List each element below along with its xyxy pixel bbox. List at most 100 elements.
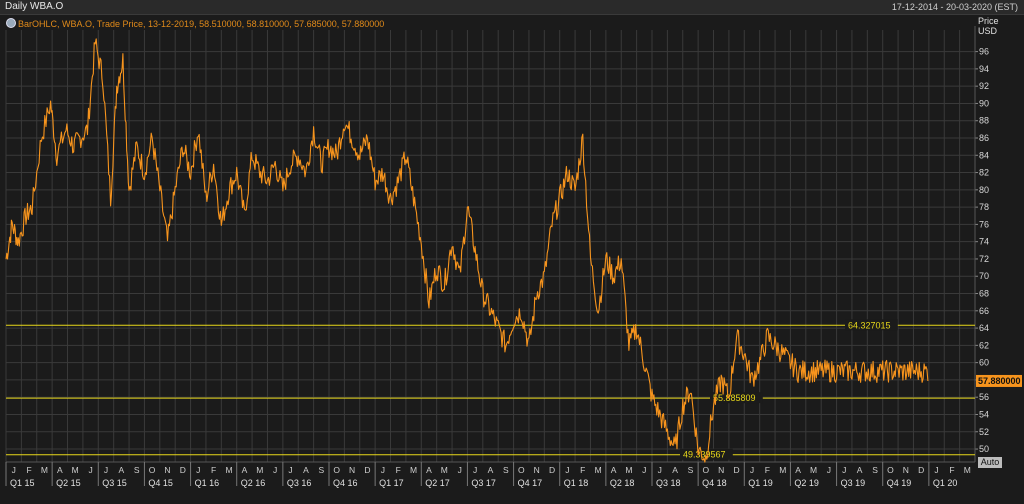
x-quarter-label: Q1 19 xyxy=(748,478,773,488)
x-month-label: M xyxy=(410,465,417,475)
y-tick-label: 74 xyxy=(979,237,989,247)
x-month-label: J xyxy=(934,465,938,475)
x-month-label: M xyxy=(595,465,602,475)
axis-title-price: Price xyxy=(978,16,999,26)
x-month-label: M xyxy=(72,465,79,475)
chart-window-title: Daily WBA.O xyxy=(5,1,64,12)
auto-scale-button[interactable]: Auto xyxy=(978,457,1002,468)
x-quarter-label: Q1 16 xyxy=(195,478,220,488)
x-month-label: J xyxy=(458,465,462,475)
x-month-label: J xyxy=(12,465,16,475)
x-month-label: J xyxy=(288,465,292,475)
date-range-label: 17-12-2014 - 20-03-2020 (EST) xyxy=(891,2,1018,12)
x-month-label: S xyxy=(872,465,878,475)
level-label-bg xyxy=(710,392,763,404)
y-tick-label: 60 xyxy=(979,358,989,368)
x-month-label: O xyxy=(518,465,525,475)
x-quarter-label: Q4 17 xyxy=(518,478,543,488)
x-month-label: J xyxy=(565,465,569,475)
x-month-label: M xyxy=(964,465,971,475)
level-label: 55.885809 xyxy=(713,393,756,403)
x-quarter-label: Q2 18 xyxy=(610,478,635,488)
legend-marker-icon xyxy=(6,18,16,28)
x-month-label: N xyxy=(349,465,355,475)
y-tick-label: 80 xyxy=(979,185,989,195)
x-month-label: A xyxy=(242,465,248,475)
x-month-label: A xyxy=(303,465,309,475)
x-month-label: M xyxy=(225,465,232,475)
x-month-label: O xyxy=(333,465,340,475)
x-month-label: M xyxy=(441,465,448,475)
x-month-label: J xyxy=(642,465,646,475)
y-tick-label: 52 xyxy=(979,427,989,437)
y-tick-label: 78 xyxy=(979,202,989,212)
level-label: 64.327015 xyxy=(848,320,891,330)
x-month-label: N xyxy=(164,465,170,475)
x-month-label: M xyxy=(41,465,48,475)
x-month-label: D xyxy=(549,465,555,475)
x-month-label: A xyxy=(672,465,678,475)
x-quarter-label: Q4 18 xyxy=(702,478,727,488)
x-quarter-label: Q1 18 xyxy=(564,478,589,488)
x-month-label: D xyxy=(180,465,186,475)
x-month-label: J xyxy=(658,465,662,475)
title-bar: Daily WBA.O 17-12-2014 - 20-03-2020 (EST… xyxy=(0,0,1024,15)
x-quarter-label: Q3 17 xyxy=(471,478,496,488)
x-month-label: S xyxy=(688,465,694,475)
x-month-label: F xyxy=(580,465,585,475)
x-month-label: N xyxy=(534,465,540,475)
y-tick-label: 68 xyxy=(979,289,989,299)
y-tick-label: 66 xyxy=(979,306,989,316)
x-month-label: S xyxy=(503,465,509,475)
y-tick-label: 76 xyxy=(979,219,989,229)
y-tick-label: 90 xyxy=(979,98,989,108)
y-tick-label: 62 xyxy=(979,340,989,350)
x-month-label: D xyxy=(734,465,740,475)
x-quarter-label: Q2 15 xyxy=(56,478,81,488)
x-quarter-label: Q3 15 xyxy=(102,478,127,488)
x-month-label: D xyxy=(918,465,924,475)
x-quarter-label: Q3 18 xyxy=(656,478,681,488)
y-tick-label: 88 xyxy=(979,116,989,126)
x-month-label: F xyxy=(211,465,216,475)
x-quarter-label: Q2 16 xyxy=(241,478,266,488)
x-month-label: J xyxy=(104,465,108,475)
x-month-label: F xyxy=(396,465,401,475)
x-month-label: A xyxy=(857,465,863,475)
x-month-label: M xyxy=(256,465,263,475)
x-month-label: S xyxy=(134,465,140,475)
x-month-label: M xyxy=(625,465,632,475)
x-month-label: O xyxy=(149,465,156,475)
x-month-label: A xyxy=(119,465,125,475)
last-price-label: 57.880000 xyxy=(978,376,1021,386)
x-month-label: A xyxy=(795,465,801,475)
series-legend[interactable]: BarOHLC, WBA.O, Trade Price, 13-12-2019,… xyxy=(6,18,384,29)
x-month-label: D xyxy=(364,465,370,475)
x-month-label: M xyxy=(779,465,786,475)
x-quarter-label: Q1 20 xyxy=(933,478,958,488)
x-month-label: M xyxy=(810,465,817,475)
x-month-label: S xyxy=(318,465,324,475)
last-price-badge xyxy=(976,374,1022,387)
x-month-label: A xyxy=(488,465,494,475)
y-tick-label: 92 xyxy=(979,81,989,91)
x-month-label: J xyxy=(827,465,831,475)
level-label: 49.339567 xyxy=(683,450,726,460)
y-tick-label: 70 xyxy=(979,271,989,281)
legend-text: BarOHLC, WBA.O, Trade Price, 13-12-2019,… xyxy=(18,19,385,29)
x-quarter-label: Q1 17 xyxy=(379,478,404,488)
y-tick-label: 64 xyxy=(979,323,989,333)
x-month-label: J xyxy=(842,465,846,475)
x-quarter-label: Q2 19 xyxy=(794,478,819,488)
axis-unit-usd: USD xyxy=(978,26,998,36)
y-tick-label: 86 xyxy=(979,133,989,143)
x-month-label: O xyxy=(703,465,710,475)
y-tick-label: 56 xyxy=(979,392,989,402)
x-quarter-label: Q4 15 xyxy=(148,478,173,488)
x-month-label: F xyxy=(26,465,31,475)
x-month-label: F xyxy=(765,465,770,475)
x-month-label: N xyxy=(903,465,909,475)
y-tick-label: 82 xyxy=(979,168,989,178)
level-label-bg xyxy=(845,319,898,331)
